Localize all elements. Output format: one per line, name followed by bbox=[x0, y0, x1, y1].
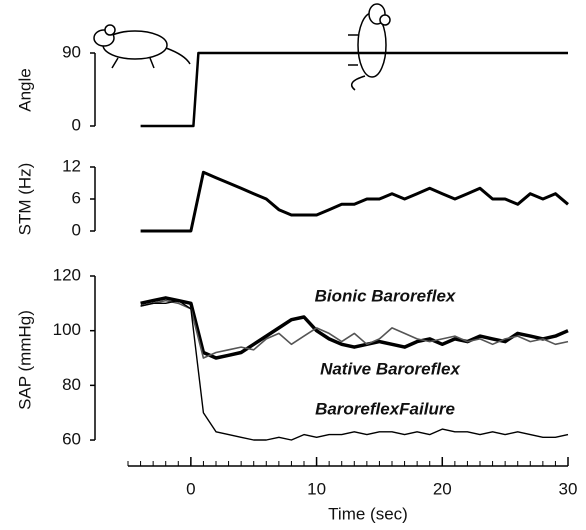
x-axis-label: Time (sec) bbox=[328, 504, 408, 523]
series-line bbox=[140, 296, 569, 360]
y-tick-label: 120 bbox=[53, 265, 81, 284]
y-axis-label: Angle bbox=[15, 68, 34, 111]
y-tick-label: 0 bbox=[72, 220, 81, 239]
y-tick-label: 60 bbox=[62, 430, 81, 449]
y-tick-label: 6 bbox=[72, 188, 81, 207]
y-tick-label: 12 bbox=[62, 156, 81, 175]
y-axis-label: STM (Hz) bbox=[15, 163, 34, 236]
mouse-horizontal bbox=[93, 24, 191, 69]
data-line bbox=[140, 170, 569, 233]
x-tick-label: 0 bbox=[186, 479, 195, 498]
x-tick-label: 30 bbox=[559, 479, 578, 498]
y-tick-label: 100 bbox=[53, 320, 81, 339]
series-label: Bionic Baroreflex bbox=[315, 286, 457, 305]
y-tick-label: 90 bbox=[62, 42, 81, 61]
series-line bbox=[140, 299, 569, 359]
mouse-vertical bbox=[348, 3, 391, 91]
series-label: BaroreflexFailure bbox=[315, 399, 455, 418]
y-tick-label: 80 bbox=[62, 375, 81, 394]
y-axis-label: SAP (mmHg) bbox=[15, 310, 34, 410]
series-label: Native Baroreflex bbox=[320, 359, 461, 378]
data-line bbox=[140, 51, 568, 128]
y-tick-label: 0 bbox=[72, 115, 81, 134]
x-tick-label: 20 bbox=[433, 479, 452, 498]
x-tick-label: 10 bbox=[307, 479, 326, 498]
series-line bbox=[140, 299, 569, 441]
